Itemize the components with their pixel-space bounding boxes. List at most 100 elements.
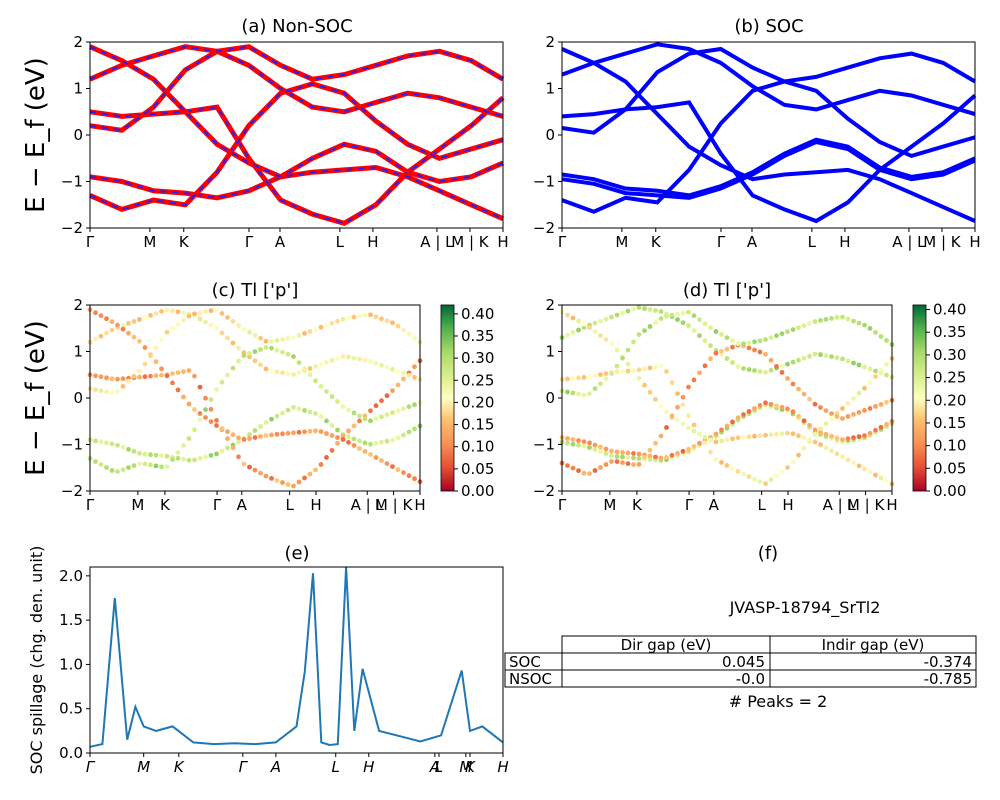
projected-point [368,441,373,447]
projected-point [362,312,368,318]
projected-point [197,456,203,461]
projected-point [137,368,142,374]
projected-point [708,325,713,331]
x-tick-label: Γ [558,496,567,514]
projected-point [104,465,109,470]
projected-point [93,438,98,444]
projected-point [735,364,741,369]
projected-point [636,461,642,467]
panel-f: (f) JVASP-18794_SrTl2 Dir gap (eV) Indir… [504,543,977,711]
projected-point [406,331,412,337]
projected-point [302,475,307,481]
projected-point [790,381,796,387]
projected-point [104,389,109,395]
projected-point [873,472,878,478]
projected-point [686,323,691,329]
projected-point [104,440,109,446]
projected-point [192,311,197,317]
projected-point [829,411,834,416]
projected-point [763,481,768,487]
projected-point [757,369,763,374]
projected-point [329,423,335,428]
projected-point [93,336,98,342]
projected-point [840,356,845,362]
projected-point [164,329,170,335]
projected-point [719,438,724,444]
projected-point [115,389,120,394]
x-tick-label: K [179,233,190,251]
projected-point [208,397,214,402]
projected-point [120,384,126,389]
projected-point [884,362,889,367]
projected-point [752,476,757,482]
projected-point [603,337,609,342]
projected-point [757,349,763,355]
x-tick-label: M [603,496,616,514]
x-tick-label: H [310,496,321,514]
projected-point [823,353,829,359]
projected-point [581,439,587,444]
projected-point [236,358,241,364]
projected-point [159,366,164,372]
y-tick-label: 1.0 [59,655,83,673]
y-tick-label: −2 [533,219,555,237]
projected-point [647,447,653,453]
projected-point [636,367,642,373]
projected-point [126,378,131,384]
projected-point [241,461,247,467]
projected-point [142,451,148,457]
projected-point [829,433,834,439]
projected-point [702,434,708,440]
projected-point [318,414,324,419]
projected-point [845,401,851,406]
projected-point [823,421,829,426]
y-tick-label: 0 [545,389,555,407]
projected-point [625,450,631,456]
projected-point [329,448,335,453]
projected-point [274,347,280,353]
projected-point [818,352,823,358]
x-tick-label: A | L [420,233,454,251]
projected-point [774,403,779,409]
projected-point [175,309,181,315]
projected-point [340,437,346,442]
projected-point [757,433,763,439]
projected-point [324,431,329,436]
projected-point [373,440,379,446]
projected-point [148,353,153,359]
projected-point [175,387,181,393]
projected-point [401,470,406,475]
projected-point [708,437,713,443]
y-tick-label: 2 [545,33,555,51]
projected-point [592,447,598,452]
projected-point [302,408,307,413]
projected-point [867,366,873,372]
x-tick-label: K [465,758,476,776]
projected-point [219,426,225,432]
projected-point [230,319,236,324]
projected-point [225,315,230,320]
projected-point [164,373,170,379]
projected-point [351,436,357,442]
projected-point [680,310,686,316]
projected-point [653,308,658,313]
projected-point [592,373,598,379]
projected-point [395,368,401,374]
projected-point [763,337,768,343]
soc-band-line [561,47,976,223]
projected-point [318,384,324,389]
x-tick-label: M | K [847,496,886,514]
projected-point [675,450,680,456]
panel-a: (a) Non-SOC −2 −1 0 1 2 Γ M K Γ A L H A | LM | K H [61,16,509,251]
projected-point [581,392,587,398]
projected-point [412,364,417,370]
projected-point [373,455,379,460]
projected-point [636,375,642,381]
projected-point [570,437,576,442]
colorbar-tick-label: 0.40 [461,305,494,323]
projected-point [746,474,752,480]
projected-point [313,378,318,384]
projected-point [675,417,680,423]
